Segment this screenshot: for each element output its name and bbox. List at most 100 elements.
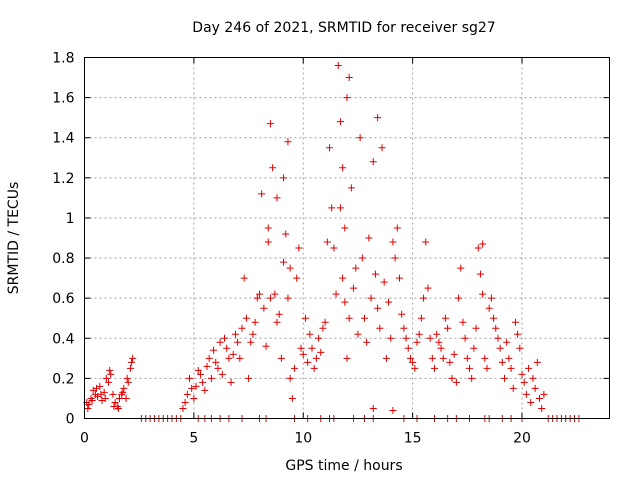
- data-point: [102, 374, 110, 382]
- data-point: [293, 274, 301, 282]
- data-point: [288, 394, 296, 402]
- data-point: [251, 318, 259, 326]
- data-point: [481, 354, 489, 362]
- data-point: [420, 294, 428, 302]
- data-point: [452, 378, 460, 386]
- data-point: [398, 310, 406, 318]
- data-point: [433, 330, 441, 338]
- data-point: [345, 314, 353, 322]
- x-tick-label: 20: [513, 431, 531, 447]
- data-point: [275, 310, 283, 318]
- x-tick-label: 0: [80, 431, 89, 447]
- data-point: [266, 120, 274, 128]
- data-point: [431, 364, 438, 372]
- data-point: [468, 374, 476, 382]
- data-point: [538, 404, 546, 412]
- data-point: [417, 314, 425, 322]
- x-axis-label: GPS time / hours: [285, 458, 402, 474]
- data-point: [93, 384, 101, 392]
- y-tick-label: 0.6: [52, 291, 74, 307]
- data-point: [190, 394, 198, 402]
- x-tick-label: 15: [404, 431, 422, 447]
- data-point: [461, 334, 469, 342]
- data-point: [323, 238, 331, 246]
- data-point: [441, 314, 449, 322]
- data-point: [273, 194, 281, 202]
- data-point: [389, 406, 397, 414]
- data-point: [227, 378, 235, 386]
- data-point: [214, 364, 222, 372]
- data-point: [339, 164, 347, 172]
- data-point: [286, 374, 294, 382]
- data-point: [280, 258, 288, 266]
- data-point: [404, 344, 412, 352]
- y-tick-label: 1.4: [52, 131, 74, 147]
- data-point: [389, 238, 397, 246]
- data-point: [280, 174, 288, 182]
- data-point: [409, 358, 417, 366]
- data-point: [413, 338, 421, 346]
- y-tick-label: 0.8: [52, 251, 74, 267]
- data-point: [260, 304, 268, 312]
- data-point: [406, 354, 414, 362]
- data-point: [286, 264, 294, 272]
- data-point: [367, 294, 375, 302]
- y-tick-label: 1: [66, 211, 75, 227]
- data-point: [216, 338, 224, 346]
- data-point: [109, 390, 117, 398]
- data-point: [266, 294, 274, 302]
- data-point: [354, 330, 362, 338]
- data-point: [317, 348, 325, 356]
- data-point: [483, 364, 491, 372]
- data-point: [371, 270, 379, 278]
- data-point: [374, 114, 382, 122]
- data-point: [336, 204, 344, 212]
- data-point: [183, 390, 191, 398]
- data-point: [361, 314, 368, 322]
- data-point: [509, 384, 517, 392]
- y-tick-label: 1.2: [52, 171, 74, 187]
- data-point: [448, 374, 456, 382]
- data-point: [422, 238, 430, 246]
- data-point: [479, 240, 487, 248]
- data-point: [369, 404, 377, 412]
- data-point: [533, 358, 541, 366]
- data-point: [201, 386, 209, 394]
- data-point: [455, 294, 463, 302]
- data-point: [396, 274, 403, 282]
- data-point: [284, 294, 292, 302]
- data-point: [116, 394, 123, 402]
- data-point: [472, 324, 480, 332]
- data-point: [124, 378, 132, 386]
- data-point: [85, 400, 93, 408]
- y-tick-label: 0: [66, 412, 75, 428]
- data-point: [332, 290, 340, 298]
- data-point: [520, 378, 528, 386]
- data-point: [196, 370, 204, 378]
- data-point: [120, 384, 128, 392]
- data-point: [490, 314, 498, 322]
- data-point: [218, 370, 226, 378]
- data-point: [271, 290, 279, 298]
- data-point: [466, 364, 473, 372]
- data-point: [352, 264, 360, 272]
- data-point: [336, 118, 344, 126]
- data-point: [181, 398, 189, 406]
- data-point: [415, 330, 423, 338]
- data-point: [328, 204, 336, 212]
- data-point: [496, 344, 504, 352]
- data-point: [457, 264, 465, 272]
- data-point: [402, 334, 410, 342]
- data-point: [501, 374, 508, 382]
- data-point: [463, 354, 471, 362]
- data-point: [299, 350, 307, 358]
- data-point: [107, 370, 115, 378]
- data-point: [343, 354, 351, 362]
- data-point: [234, 338, 242, 346]
- data-point: [378, 144, 386, 152]
- data-point: [111, 398, 119, 406]
- data-point: [446, 358, 454, 366]
- data-point: [437, 344, 445, 352]
- data-point: [507, 364, 515, 372]
- data-point: [242, 314, 250, 322]
